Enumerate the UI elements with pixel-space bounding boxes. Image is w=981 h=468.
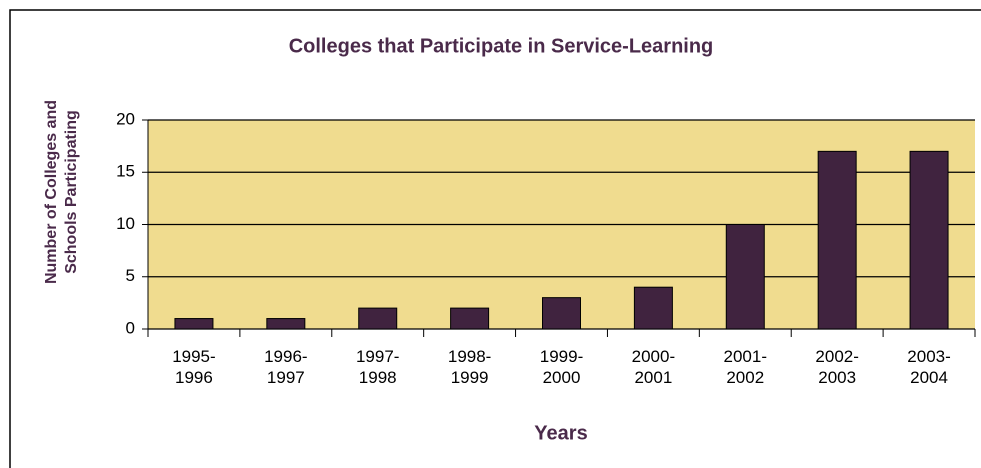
x-axis-label: Years (534, 422, 587, 444)
bar (725, 224, 765, 330)
y-tick-label: 10 (116, 214, 135, 233)
bar (358, 307, 398, 330)
x-tick-label: 2002-2003 (815, 347, 859, 387)
x-tick-label: 1997-1998 (355, 347, 400, 387)
y-tick-label: 0 (126, 318, 135, 337)
bar (174, 318, 214, 330)
x-tick-label: 2003-2004 (907, 347, 951, 387)
bar (633, 286, 673, 330)
x-tick-label: 1999-2000 (539, 347, 584, 387)
bar (817, 150, 857, 330)
bar (542, 297, 581, 330)
y-axis-label: Number of Colleges and Schools Participa… (43, 99, 80, 285)
frame (9, 9, 981, 468)
y-tick-label: 15 (116, 162, 135, 181)
chart-title: Colleges that Participate in Service-Lea… (289, 35, 714, 57)
bar (266, 318, 306, 330)
x-tick-label: 2001-2002 (723, 347, 767, 387)
bar (909, 150, 949, 330)
x-tick-label: 1996-1997 (264, 347, 308, 387)
bar (450, 307, 490, 330)
x-tick-label: 1995-1996 (172, 347, 216, 387)
y-tick-label: 5 (126, 266, 135, 285)
x-tick-label: 1998-1999 (447, 347, 492, 387)
y-tick-label: 20 (116, 109, 135, 128)
x-tick-label: 2000-2001 (631, 347, 676, 387)
